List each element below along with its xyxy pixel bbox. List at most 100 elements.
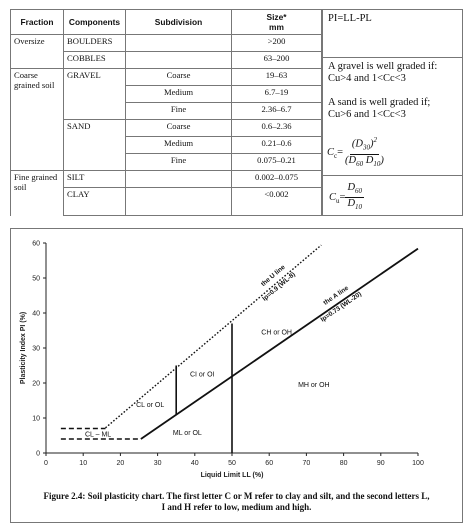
cu-fraction: D60 D10 <box>345 182 365 213</box>
cu-subscript: u <box>336 197 340 206</box>
info-panel: PI=LL-PL A gravel is well graded if: Cu>… <box>322 9 463 216</box>
cc-num-d: (D <box>351 138 363 150</box>
size-cell: 0.002–0.075 <box>231 170 322 188</box>
fraction-cell <box>10 51 64 69</box>
cc-denominator: (D60 D10) <box>343 155 386 170</box>
a-line <box>140 247 419 440</box>
table-row: Medium 0.21–0.6 <box>11 136 322 154</box>
cc-num-sup: 2 <box>373 136 378 144</box>
plasticity-chart-figure: 0 10 20 30 40 50 60 70 80 90 100 0 10 20 30 40 50 60 Liqui… <box>10 228 463 523</box>
table-row: Medium 6.7–19 <box>11 85 322 103</box>
figure-caption: Figure 2.4: Soil plasticity chart. The f… <box>19 491 454 513</box>
subdivision-cell <box>125 51 232 69</box>
y-tick-label: 60 <box>32 241 40 248</box>
gravel-criterion-line1: A gravel is well graded if: <box>328 61 438 72</box>
cu-den-d: D <box>347 198 356 210</box>
cc-den-a-sub: 60 <box>356 159 364 168</box>
u-line <box>105 244 322 429</box>
size-cell: 2.36–6.7 <box>231 102 322 120</box>
component-cell <box>63 102 126 120</box>
header-fraction: Fraction <box>10 9 64 35</box>
subdivision-cell <box>125 187 232 216</box>
table-row: SAND Coarse 0.6–2.36 <box>11 119 322 137</box>
x-tick-label: 20 <box>117 460 125 467</box>
size-cell: 6.7–19 <box>231 85 322 103</box>
y-tick-label: 30 <box>32 346 40 353</box>
size-cell: 0.21–0.6 <box>231 136 322 154</box>
size-cell: >200 <box>231 34 322 52</box>
subdivision-cell: Fine <box>125 102 232 120</box>
info-divider <box>323 175 462 176</box>
pi-formula: PI=LL-PL <box>328 13 372 24</box>
component-cell <box>63 85 126 103</box>
gravel-criterion-line2: Cu>4 and 1<Cc<3 <box>328 73 406 84</box>
x-tick-label: 30 <box>154 460 162 467</box>
size-cell: 0.075–0.21 <box>231 153 322 171</box>
y-axis-label: Plasticity Index PI (%) <box>20 312 27 384</box>
subdivision-cell: Coarse <box>125 68 232 86</box>
cc-equation: Cc= (D30)2 (D60 D10) <box>327 135 386 170</box>
cu-symbol: C <box>329 192 337 203</box>
cu-num-sub: 60 <box>355 187 363 196</box>
fraction-cell: Coarse grained soil <box>10 68 64 171</box>
region-label: CI or OI <box>190 372 215 379</box>
table-row: Fine 0.075–0.21 <box>11 153 322 171</box>
cc-den-b: D <box>363 154 374 166</box>
cu-denominator: D10 <box>345 198 364 213</box>
component-cell: SILT <box>63 170 126 188</box>
cu-equation: Cu= D60 D10 <box>329 182 365 213</box>
cc-num-close: ) <box>370 138 374 150</box>
y-tick-label: 50 <box>32 276 40 283</box>
subdivision-cell <box>125 170 232 188</box>
size-cell: <0.002 <box>231 187 322 216</box>
y-tick-label: 40 <box>32 311 40 318</box>
cc-den-a: (D <box>345 154 357 166</box>
table-header-row: Fraction Components Subdivision Size* mm <box>10 9 322 35</box>
x-tick-label: 50 <box>228 460 236 467</box>
plasticity-chart: 0 10 20 30 40 50 60 70 80 90 1000102030405060Liqui… <box>20 241 424 480</box>
component-cell: GRAVEL <box>63 68 126 86</box>
component-cell: BOULDERS <box>63 34 126 52</box>
header-subdivision: Subdivision <box>125 9 232 35</box>
y-tick-label: 10 <box>32 416 40 423</box>
y-tick-label: 0 <box>36 451 40 458</box>
cc-fraction: (D30)2 (D60 D10) <box>343 135 386 170</box>
cc-subscript: c <box>334 151 338 160</box>
x-tick-label: 40 <box>191 460 199 467</box>
cu-den-sub: 10 <box>355 203 363 212</box>
x-tick-label: 10 <box>79 460 87 467</box>
y-tick-label: 20 <box>32 381 40 388</box>
x-tick-label: 0 <box>44 460 48 467</box>
header-components: Components <box>63 9 126 35</box>
size-cell: 0.6–2.36 <box>231 119 322 137</box>
cc-num-sub: 30 <box>363 143 370 152</box>
component-cell <box>63 153 126 171</box>
table-row: Oversize BOULDERS >200 <box>10 34 322 52</box>
cc-symbol: C <box>327 146 335 158</box>
cc-den-close: ) <box>380 154 384 166</box>
sand-criterion-line1: A sand is well graded if; <box>328 97 431 108</box>
caption-line2: I and H refer to low, medium and high. <box>161 502 312 512</box>
table-row: Coarse grained soil GRAVEL Coarse 19–63 <box>10 68 322 171</box>
header-size-label: Size* <box>266 12 287 22</box>
x-tick-label: 80 <box>340 460 348 467</box>
region-label: CH or OH <box>261 329 292 336</box>
header-size: Size* mm <box>231 9 322 35</box>
size-cell: 63–200 <box>231 51 322 69</box>
x-tick-label: 100 <box>412 460 424 467</box>
header-size-unit: mm <box>269 22 284 32</box>
region-label: ML or OL <box>173 430 202 437</box>
table-row: CLAY <0.002 <box>11 187 322 216</box>
x-tick-label: 60 <box>265 460 273 467</box>
x-tick-label: 70 <box>303 460 311 467</box>
soil-classification-table: Fraction Components Subdivision Size* mm… <box>10 9 322 216</box>
subdivision-cell: Medium <box>125 136 232 154</box>
subdivision-cell <box>125 34 232 52</box>
info-divider <box>323 57 462 58</box>
fraction-cell: Oversize <box>10 34 64 52</box>
subdivision-cell: Medium <box>125 85 232 103</box>
cu-num-d: D <box>347 182 356 193</box>
region-label: CL – ML <box>85 431 111 438</box>
cc-den-b-sub: 10 <box>373 159 381 168</box>
